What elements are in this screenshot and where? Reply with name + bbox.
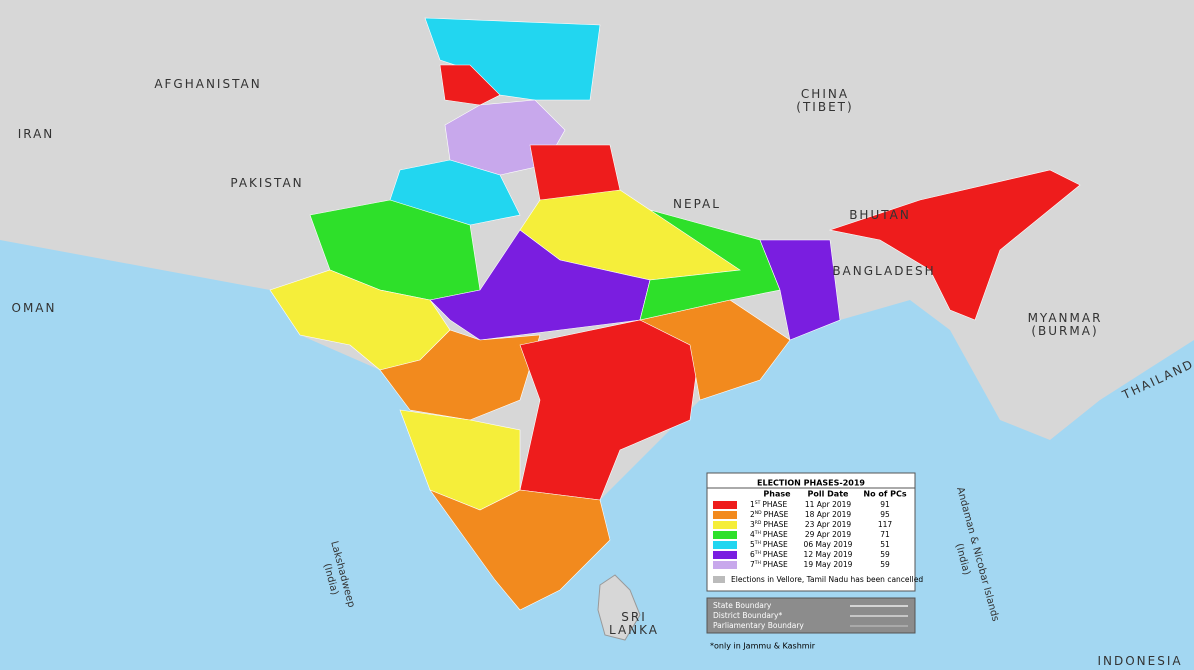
phase-suffix: RD — [755, 520, 762, 526]
legend-header: Poll Date — [808, 490, 849, 499]
country-label: OMAN — [12, 301, 57, 315]
swatch — [713, 576, 725, 583]
region — [439, 64, 501, 106]
country-label: SRI — [621, 610, 647, 624]
phase-suffix: ND — [755, 510, 762, 516]
pc-count: 117 — [878, 520, 893, 529]
poll-date: 11 Apr 2019 — [805, 500, 852, 509]
swatch — [713, 551, 737, 559]
pc-count: 95 — [880, 510, 890, 519]
swatch — [713, 501, 737, 509]
country-label: (TIBET) — [796, 100, 853, 114]
legend-header: No of PCs — [863, 490, 906, 499]
country-label: BANGLADESH — [832, 264, 935, 278]
boundary-box — [706, 597, 916, 634]
phase-label: 7TH PHASE — [750, 560, 788, 570]
phase-word: PHASE — [762, 500, 787, 509]
country-label: LANKA — [609, 623, 659, 637]
legend: ELECTION PHASES-2019 Phase Poll Date No of… — [706, 472, 923, 592]
boundary-label: State Boundary — [713, 601, 772, 610]
phase-number: 2 — [750, 510, 755, 519]
swatch — [713, 511, 737, 519]
phase-word: PHASE — [763, 560, 788, 569]
legend-header: Phase — [763, 490, 791, 499]
legend-note: Elections in Vellore, Tamil Nadu has bee… — [731, 575, 923, 584]
phase-number: 1 — [750, 500, 755, 509]
country-label: (BURMA) — [1031, 324, 1098, 338]
phase-label: 1ST PHASE — [750, 500, 787, 510]
phase-word: PHASE — [763, 550, 788, 559]
phase-number: 3 — [750, 520, 755, 529]
pc-count: 51 — [880, 540, 890, 549]
phase-number: 7 — [750, 560, 755, 569]
country-label: PAKISTAN — [230, 176, 303, 190]
region — [429, 489, 611, 611]
phase-suffix: ST — [755, 500, 761, 506]
region — [828, 169, 1081, 321]
phase-word: PHASE — [763, 530, 788, 539]
phase-number: 6 — [750, 550, 755, 559]
sri-lanka — [597, 574, 641, 641]
country-label: AFGHANISTAN — [154, 77, 261, 91]
poll-date: 12 May 2019 — [804, 550, 853, 559]
poll-date: 18 Apr 2019 — [805, 510, 852, 519]
phase-suffix: TH — [754, 530, 761, 536]
phase-label: 2ND PHASE — [750, 510, 789, 520]
footnote: *only in Jammu & Kashmir — [710, 642, 816, 651]
country-label: MYANMAR — [1028, 311, 1103, 325]
pc-count: 59 — [880, 550, 890, 559]
country-label: IRAN — [18, 127, 55, 141]
phase-word: PHASE — [763, 520, 788, 529]
country-label: BHUTAN — [849, 208, 911, 222]
boundary-label: Parliamentary Boundary — [713, 621, 804, 630]
poll-date: 23 Apr 2019 — [805, 520, 852, 529]
swatch — [713, 531, 737, 539]
poll-date: 06 May 2019 — [804, 540, 853, 549]
phase-label: 6TH PHASE — [750, 550, 788, 560]
pc-count: 91 — [880, 500, 890, 509]
country-label: INDONESIA — [1097, 654, 1182, 668]
legend-box — [706, 472, 916, 592]
phase-label: 3RD PHASE — [750, 520, 788, 530]
phase-suffix: TH — [754, 560, 761, 566]
phase-suffix: TH — [754, 550, 761, 556]
phase-number: 5 — [750, 540, 755, 549]
country-label: NEPAL — [673, 197, 721, 211]
legend-title: ELECTION PHASES-2019 — [757, 479, 865, 488]
phase-label: 5TH PHASE — [750, 540, 788, 550]
phase-number: 4 — [750, 530, 755, 539]
india-regions — [269, 17, 1081, 611]
region — [424, 17, 601, 101]
phase-suffix: TH — [754, 540, 761, 546]
pc-count: 71 — [880, 530, 890, 539]
region — [759, 239, 841, 341]
swatch — [713, 541, 737, 549]
poll-date: 29 Apr 2019 — [805, 530, 852, 539]
boundary-label: District Boundary* — [713, 611, 782, 620]
swatch — [713, 561, 737, 569]
swatch — [713, 521, 737, 529]
country-label: CHINA — [801, 87, 849, 101]
pc-count: 59 — [880, 560, 890, 569]
phase-word: PHASE — [763, 540, 788, 549]
poll-date: 19 May 2019 — [804, 560, 853, 569]
region — [379, 329, 541, 421]
phase-label: 4TH PHASE — [750, 530, 788, 540]
phase-word: PHASE — [764, 510, 789, 519]
